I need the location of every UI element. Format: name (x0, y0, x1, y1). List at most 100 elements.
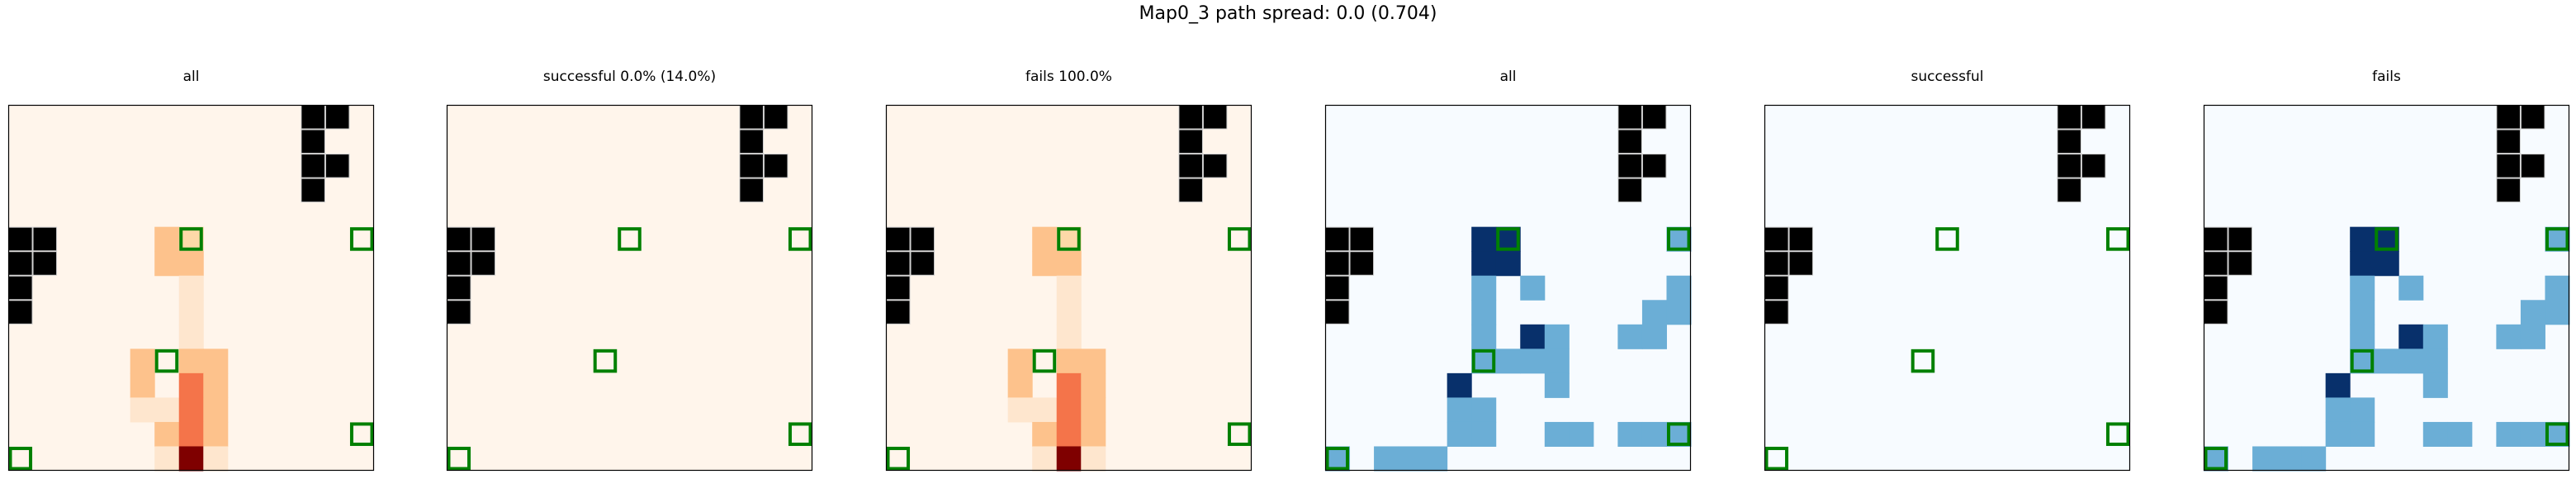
goal-marker (1032, 349, 1057, 373)
wall-tile (1325, 226, 1350, 252)
wall-tile (1764, 300, 1789, 325)
heatmap-cell (2350, 397, 2375, 423)
goal-marker (1666, 227, 1691, 251)
heatmap-cell (1520, 324, 1546, 349)
heatmap-cell (1081, 349, 1106, 374)
wall-tile (2204, 275, 2228, 301)
heatmap-cell (178, 446, 204, 472)
wall-tile (8, 251, 33, 276)
wall-tile (2204, 226, 2228, 252)
heatmap-cell (154, 226, 180, 252)
heatmap-cell (1081, 372, 1106, 398)
heatmap-cell (1056, 226, 1082, 252)
wall-tile (1178, 105, 1203, 130)
wall-tile (471, 251, 496, 276)
wall-tile (2496, 154, 2521, 178)
heatmap-cell (1325, 446, 1351, 472)
heatmap-cell (178, 349, 204, 374)
heatmap-cell (2325, 421, 2351, 447)
goal-marker (618, 227, 642, 251)
wall-tile (1641, 154, 1667, 178)
heatmap-cell (130, 372, 155, 398)
heatmap-cell (1423, 446, 1448, 472)
heatmap-cell (2374, 349, 2399, 374)
wall-tile (301, 105, 325, 130)
panel-title: all (183, 69, 200, 85)
wall-tile (1202, 105, 1228, 130)
heatmap-cell (2350, 275, 2375, 301)
heatmap-cell (1056, 349, 1082, 374)
heatmap-cell (2350, 226, 2375, 252)
heatmap-cell (1471, 251, 1497, 277)
heatmap-cell (178, 300, 204, 325)
heatmap-cell (1544, 421, 1570, 447)
wall-tile (32, 226, 58, 252)
wall-tile (1617, 154, 1642, 178)
wall-tile (739, 154, 764, 178)
wall-tile (1349, 226, 1375, 252)
wall-tile (886, 226, 911, 252)
heatmap-cell (1471, 324, 1497, 349)
heatmap-panel: fails (2203, 69, 2570, 472)
wall-tile (1764, 275, 1789, 301)
heatmap-cell (2545, 226, 2570, 252)
wall-tile (2520, 105, 2545, 130)
heatmap-cell (178, 372, 204, 398)
figure-title: Map0_3 path spread: 0.0 (0.704) (1139, 3, 1437, 24)
wall-tile (1178, 154, 1203, 178)
wall-tile (301, 129, 325, 154)
heatmap-cell (154, 446, 180, 472)
wall-tile (1788, 251, 1814, 276)
axes-frame (885, 104, 1252, 472)
heatmap-cell (1544, 349, 1570, 374)
heatmap-cell (2398, 324, 2424, 349)
heatmap-cell (1056, 446, 1082, 472)
wall-tile (2057, 178, 2081, 203)
heatmap-cell (1617, 324, 1643, 349)
wall-tile (763, 154, 788, 178)
goal-marker (1496, 227, 1520, 251)
heatmap-cell (1495, 226, 1521, 252)
wall-tile (1764, 251, 1789, 276)
goal-marker (1666, 422, 1691, 446)
goal-marker (1911, 349, 1935, 373)
axes-frame (2203, 104, 2570, 472)
wall-tile (739, 105, 764, 130)
panel-title: fails (2372, 69, 2401, 85)
heatmap-cell (2422, 349, 2448, 374)
axes-frame (1324, 104, 1692, 472)
heatmap-cell (1007, 372, 1033, 398)
heatmap-cell (1471, 421, 1497, 447)
heatmap-cell (1471, 275, 1497, 301)
heatmap-cell (1447, 372, 1472, 398)
heatmap-cell (1081, 397, 1106, 423)
heatmap-cell (1081, 421, 1106, 447)
heatmap-cell (2520, 300, 2545, 325)
wall-tile (324, 105, 350, 130)
heatmap-cell (1032, 226, 1058, 252)
wall-tile (886, 251, 911, 276)
heatmap-cell (1056, 275, 1082, 301)
heatmap-cell (2496, 421, 2522, 447)
wall-tile (2520, 154, 2545, 178)
wall-tile (2228, 251, 2253, 276)
heatmap-cell (1056, 300, 1082, 325)
heatmap-cell (1666, 275, 1692, 301)
goal-marker (349, 227, 374, 251)
heatmap-cell (1666, 421, 1692, 447)
goal-marker (1935, 227, 1959, 251)
wall-tile (2204, 300, 2228, 325)
heatmap-cell (1641, 421, 1667, 447)
heatmap-cell (1032, 446, 1058, 472)
heatmap-cell (130, 349, 155, 374)
goal-marker (1764, 446, 1789, 471)
goal-marker (1227, 422, 1252, 446)
wall-tile (2081, 105, 2106, 130)
heatmap-cell (178, 251, 204, 277)
goal-marker (2545, 227, 2569, 251)
heatmap-cell (2398, 349, 2424, 374)
heatmap-cell (2422, 324, 2448, 349)
wall-tile (1641, 105, 1667, 130)
goal-marker (788, 227, 812, 251)
